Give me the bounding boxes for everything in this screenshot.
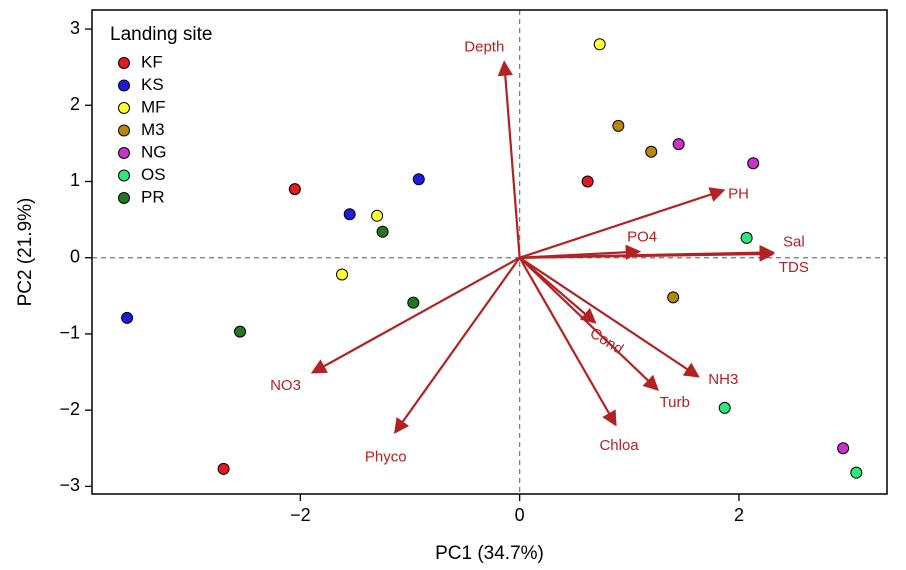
loading-label-turb: Turb <box>660 394 690 411</box>
legend-swatch-ng <box>118 147 130 159</box>
loading-label-nh3: NH3 <box>708 371 738 388</box>
loading-vectors: DepthPHPO4SalTDSCondNH3TurbChloaNO3Phyco <box>270 38 809 465</box>
point-os-1 <box>740 231 753 244</box>
legend-label-mf: MF <box>141 97 166 116</box>
point-ks-3 <box>121 311 134 324</box>
y-tick-label: −1 <box>59 323 80 343</box>
legend-label-m3: M3 <box>141 120 165 139</box>
point-mf-2 <box>371 209 384 222</box>
score-points <box>121 38 863 479</box>
point-mf-1 <box>593 38 606 51</box>
x-tick-label: 2 <box>734 505 744 525</box>
y-axis-title: PC2 (21.9%) <box>15 198 36 307</box>
y-tick-label: −2 <box>59 399 80 419</box>
point-ks-2 <box>343 208 356 221</box>
point-m3-2 <box>645 145 658 158</box>
y-axis: −3 −2 −1 0 1 2 3 <box>59 18 92 495</box>
loading-label-po4: PO4 <box>627 229 657 246</box>
legend: Landing site KF KS MF M3 NG OS PR <box>110 24 212 206</box>
point-kf-2 <box>581 175 594 188</box>
y-tick-label: −3 <box>59 475 80 495</box>
point-kf-1 <box>288 183 301 196</box>
point-pr-1 <box>376 225 389 238</box>
legend-label-ks: KS <box>141 75 164 94</box>
legend-swatch-pr <box>118 192 130 204</box>
x-axis: −2 0 2 <box>290 494 744 525</box>
legend-swatch-ks <box>118 79 130 92</box>
point-pr-2 <box>407 296 420 309</box>
loading-arrow-tds <box>519 246 775 262</box>
legend-label-os: OS <box>141 165 166 184</box>
reference-lines <box>92 10 887 494</box>
loading-arrow-chloa <box>518 257 617 427</box>
y-tick-label: 2 <box>70 94 80 114</box>
loading-arrow-ph <box>519 187 726 259</box>
point-ng-3 <box>837 442 850 455</box>
loading-label-phyco: Phyco <box>365 448 407 465</box>
legend-swatch-m3 <box>118 124 130 137</box>
legend-label-ng: NG <box>141 142 167 161</box>
loading-arrow-phyco <box>393 257 521 435</box>
loading-arrow-turb <box>518 256 659 391</box>
loading-arrow-no3 <box>310 256 521 374</box>
loading-arrow-nh3 <box>519 256 700 378</box>
legend-label-kf: KF <box>141 52 163 71</box>
loading-label-depth: Depth <box>464 38 504 55</box>
x-tick-label: −2 <box>290 505 311 525</box>
point-ks-1 <box>412 173 425 186</box>
point-os-3 <box>850 466 863 479</box>
y-tick-label: 0 <box>70 246 80 266</box>
x-tick-label: 0 <box>515 505 525 525</box>
legend-swatch-os <box>118 169 130 182</box>
legend-swatch-mf <box>118 102 130 114</box>
point-os-2 <box>718 401 731 414</box>
point-ng-2 <box>747 157 760 170</box>
point-m3-1 <box>612 119 625 132</box>
loading-label-no3: NO3 <box>270 377 301 394</box>
plot-frame <box>91 9 888 495</box>
point-ng-1 <box>672 138 685 151</box>
loading-label-tds: TDS <box>779 259 809 276</box>
point-pr-3 <box>234 325 247 338</box>
point-m3-3 <box>667 291 680 304</box>
y-tick-label: 3 <box>70 18 80 38</box>
legend-label-pr: PR <box>141 187 165 206</box>
point-mf-3 <box>336 268 349 281</box>
loading-label-ph: PH <box>728 186 749 203</box>
legend-title: Landing site <box>110 24 212 45</box>
loading-label-chloa: Chloa <box>599 437 639 454</box>
point-kf-3 <box>217 462 230 475</box>
legend-swatch-kf <box>118 57 130 69</box>
x-axis-title: PC1 (34.7%) <box>435 543 544 564</box>
y-tick-label: 1 <box>70 170 80 190</box>
loading-label-sal: Sal <box>783 233 805 250</box>
loading-arrow-depth <box>497 60 521 258</box>
